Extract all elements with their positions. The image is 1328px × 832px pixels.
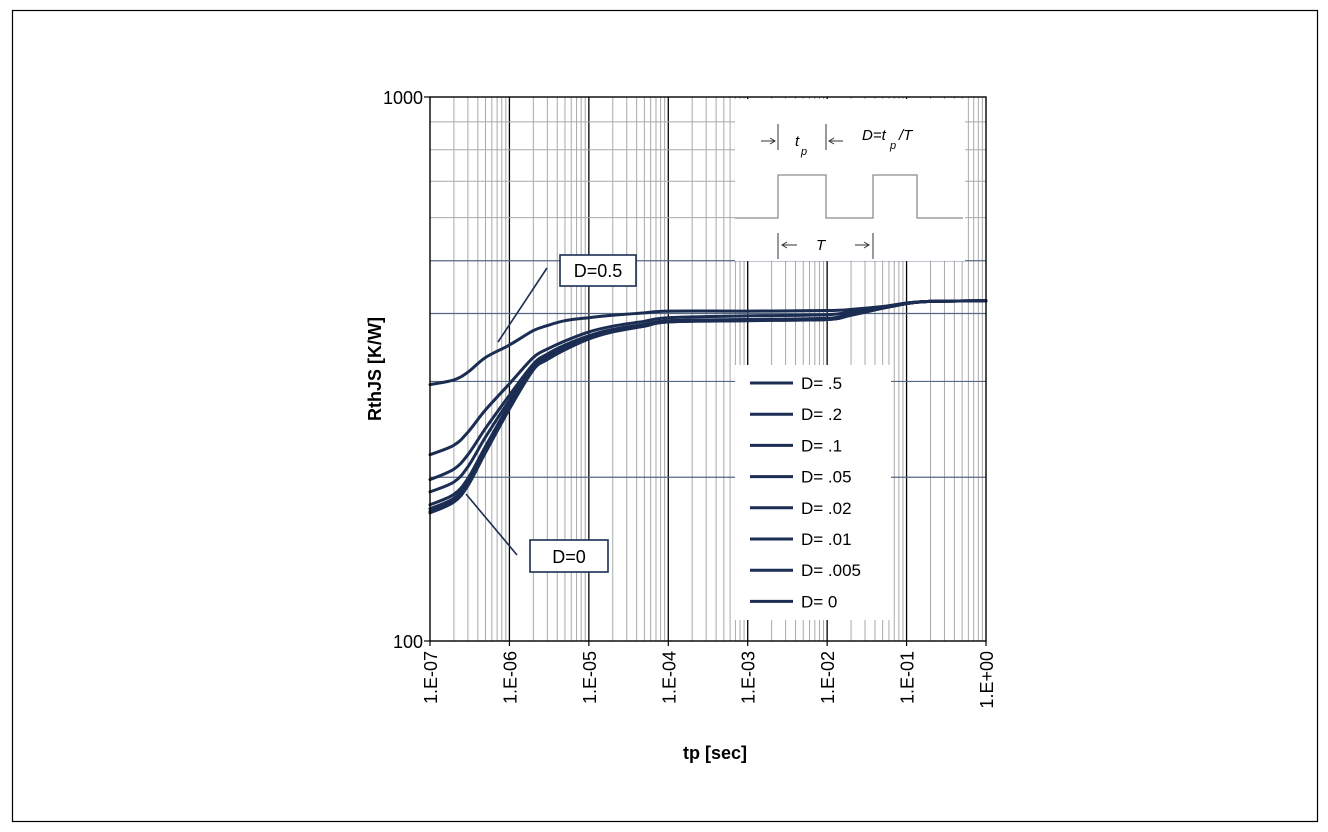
legend-item-d-5: D= .5	[750, 374, 842, 393]
y-tick-label: 100	[393, 632, 423, 652]
x-tick-label: 1.E-06	[500, 651, 520, 704]
legend-item-d-01: D= .01	[750, 530, 852, 549]
x-tick-label: 1.E-07	[421, 651, 441, 704]
legend: D= .5 D= .2 D= .1 D= .05 D= .02 D= .01 D= .005…	[735, 365, 891, 620]
arrow-right-icon	[761, 137, 776, 145]
x-tick-label: 1.E+00	[977, 651, 997, 709]
legend-label: D= .5	[801, 374, 842, 393]
y-tick-label: 1000	[383, 88, 423, 108]
legend-item-d-005: D= .005	[750, 561, 861, 580]
annotation-box	[529, 539, 609, 573]
legend-label: D= .05	[801, 468, 852, 487]
arrow-left-icon	[781, 241, 797, 249]
legend-item-d-2: D= .2	[750, 405, 842, 424]
legend-label: D= .2	[801, 405, 842, 424]
x-axis-title: tp [sec]	[683, 743, 747, 763]
arrow-right-icon	[855, 241, 870, 249]
legend-item-d-1: D= .1	[750, 436, 842, 455]
curve-d-0	[428, 299, 988, 515]
duty-cycle-tail: /T	[898, 127, 914, 144]
y-axis: 1000 100	[383, 88, 430, 652]
annotation-leader-line	[465, 493, 518, 556]
x-tick-label: 1.E-01	[898, 651, 918, 704]
plot-area-border	[429, 96, 987, 642]
duty-cycle-label: D=t	[862, 127, 887, 144]
legend-item-d-02: D= .02	[750, 499, 852, 518]
legend-label: D= 0	[801, 592, 837, 611]
x-tick-label: 1.E-02	[818, 651, 838, 704]
duty-cycle-subscript: p	[889, 140, 896, 152]
annotation-leader-line	[497, 267, 548, 343]
annotation-label: D=0.5	[574, 261, 623, 281]
legend-item-d-0: D= 0	[750, 592, 837, 611]
annotation-label: D=0	[552, 547, 586, 567]
annotation-d-05: D=0.5	[497, 254, 637, 343]
x-tick-label: 1.E-03	[739, 651, 759, 704]
legend-label: D= .1	[801, 436, 842, 455]
legend-label: D= .02	[801, 499, 852, 518]
pulse-width-subscript: p	[800, 146, 807, 158]
x-tick-label: 1.E-05	[580, 651, 600, 704]
annotation-box	[559, 254, 637, 287]
legend-label: D= .01	[801, 530, 852, 549]
pulse-width-label: t	[795, 133, 800, 150]
legend-background	[735, 365, 891, 620]
inset-background	[735, 99, 965, 261]
pulse-waveform	[735, 174, 963, 219]
arrow-left-icon	[828, 137, 843, 145]
x-axis: 1.E-07 1.E-06 1.E-05 1.E-04 1.E-03 1.E-02 1.E-…	[421, 641, 997, 709]
x-tick-label: 1.E-04	[659, 651, 679, 704]
legend-label: D= .005	[801, 561, 861, 580]
plot-curves	[428, 299, 988, 515]
annotation-d-0: D=0	[465, 493, 609, 573]
y-axis-title: RthJS [K/W]	[365, 317, 385, 421]
duty-cycle-inset: t p D=t p /T T	[735, 99, 965, 261]
period-label: T	[816, 237, 827, 254]
legend-item-d-05: D= .05	[750, 468, 852, 487]
